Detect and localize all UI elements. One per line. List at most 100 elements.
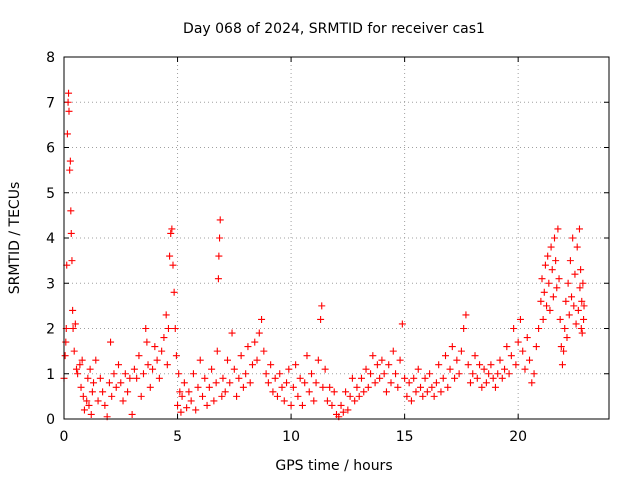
data-point [319, 383, 327, 391]
data-point [83, 397, 91, 405]
data-point [371, 379, 379, 387]
data-point [339, 408, 347, 416]
data-point [88, 388, 96, 396]
data-point [146, 383, 154, 391]
data-point [410, 374, 418, 382]
data-point [512, 361, 520, 369]
data-point [579, 279, 587, 287]
data-point [137, 392, 145, 400]
data-point [112, 383, 120, 391]
data-point [498, 374, 506, 382]
data-point [158, 347, 166, 355]
data-point [553, 284, 561, 292]
data-point [561, 325, 569, 332]
data-point [310, 397, 318, 405]
data-point [507, 352, 515, 360]
data-point [428, 383, 436, 391]
data-point [549, 293, 557, 301]
data-point [578, 297, 586, 305]
data-point [85, 401, 93, 409]
data-point [205, 383, 213, 391]
data-point [476, 361, 484, 369]
data-point [473, 374, 481, 382]
data-point [296, 374, 304, 382]
data-point [482, 379, 490, 387]
data-point [439, 374, 447, 382]
data-point [501, 365, 509, 373]
data-point [571, 270, 579, 278]
data-point [460, 325, 468, 332]
data-point [489, 374, 497, 382]
data-point [248, 361, 256, 369]
data-point [133, 374, 141, 382]
data-point [71, 320, 79, 328]
y-axis-label: SRMTID / TECUs [7, 182, 23, 295]
data-point [487, 361, 495, 369]
data-point [565, 311, 573, 319]
data-point [63, 130, 71, 138]
data-point [373, 361, 381, 369]
data-point [149, 365, 157, 373]
data-point [160, 334, 168, 342]
data-point [72, 365, 80, 373]
data-point [317, 315, 325, 323]
data-point [212, 379, 220, 387]
data-point [491, 383, 499, 391]
data-point [485, 370, 493, 378]
data-point [548, 266, 556, 274]
data-point [573, 243, 581, 251]
data-point [269, 388, 277, 396]
data-point [545, 279, 553, 287]
data-point [216, 216, 224, 224]
data-point [577, 266, 585, 274]
data-point [414, 365, 422, 373]
data-point [117, 379, 125, 387]
data-point [444, 383, 452, 391]
data-point [389, 347, 397, 355]
data-point [432, 379, 440, 387]
data-point [376, 374, 384, 382]
data-point [262, 370, 270, 378]
data-point [66, 166, 74, 174]
data-point [351, 397, 359, 405]
data-point [426, 370, 434, 378]
data-point [318, 302, 326, 310]
data-point [576, 284, 584, 292]
data-point [580, 302, 588, 310]
data-point [455, 370, 463, 378]
data-point [78, 356, 86, 364]
data-point [466, 379, 474, 387]
grid-lines [64, 57, 609, 419]
data-point [192, 406, 200, 414]
data-point [575, 225, 583, 233]
x-tick-label: 0 [60, 429, 69, 445]
data-point [382, 388, 390, 396]
data-point [403, 392, 411, 400]
data-point [67, 229, 75, 237]
data-point [215, 252, 223, 260]
data-point [135, 352, 143, 360]
data-point [92, 356, 100, 364]
data-point [398, 320, 406, 328]
data-point [364, 383, 372, 391]
y-tick-label: 1 [46, 367, 55, 383]
data-point [199, 392, 207, 400]
data-point [196, 356, 204, 364]
data-point [285, 365, 293, 373]
data-point [267, 361, 275, 369]
y-tick-label: 0 [46, 412, 55, 428]
data-point [74, 370, 82, 378]
data-point [280, 397, 288, 405]
data-point [273, 392, 281, 400]
data-point [478, 383, 486, 391]
data-point [562, 297, 570, 305]
data-point [67, 207, 75, 215]
data-point [560, 347, 568, 355]
data-point [94, 397, 102, 405]
data-point [387, 379, 395, 387]
data-point [130, 365, 138, 373]
data-point [301, 379, 309, 387]
data-point [66, 157, 74, 165]
data-point [62, 338, 70, 346]
data-point [464, 361, 472, 369]
